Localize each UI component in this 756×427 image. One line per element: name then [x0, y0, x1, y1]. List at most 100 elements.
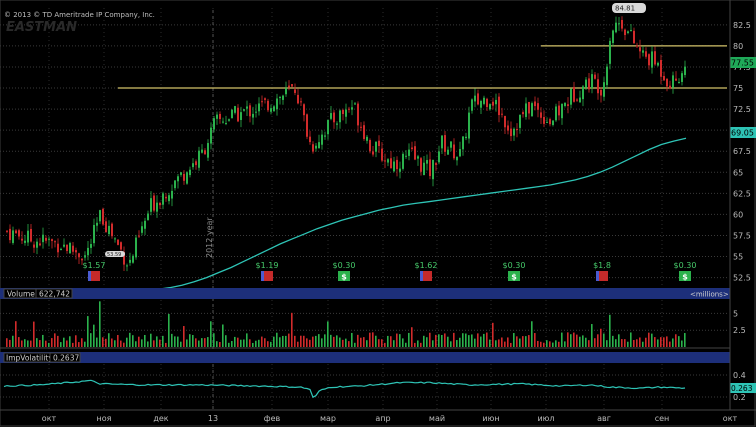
volume-bar [426, 337, 428, 347]
volume-bar [141, 339, 143, 347]
candle-body [465, 136, 467, 139]
candle-body [324, 135, 326, 137]
volume-bar [333, 336, 335, 347]
volume-bar [273, 336, 275, 347]
date-tick-label: фев [264, 414, 281, 423]
event-value-label: $1.57 [83, 261, 106, 270]
volume-bar [330, 334, 332, 347]
volume-bar [213, 333, 215, 347]
volume-bar [561, 332, 563, 347]
candle-body [420, 158, 422, 172]
volume-bar [132, 335, 134, 347]
candle-body [351, 107, 353, 110]
candle-body [429, 159, 431, 177]
candle-body [363, 125, 365, 140]
candle-body [453, 144, 455, 159]
volume-bar [594, 338, 596, 347]
candle-body [171, 190, 173, 199]
volume-bar [534, 333, 536, 347]
candle-body [177, 176, 179, 182]
volume-bar [618, 334, 620, 347]
candle-body [684, 66, 686, 75]
candle-body [612, 30, 614, 43]
year-marker-label: 2012 year [205, 217, 214, 258]
volume-bar [369, 332, 371, 347]
volume-bar [681, 340, 683, 347]
volume-bar [666, 336, 668, 347]
volume-bar [144, 334, 146, 347]
candle-body [426, 160, 428, 164]
candle-body [405, 155, 407, 157]
candle-body [375, 141, 377, 152]
candle-body [255, 111, 257, 113]
candle-body [267, 100, 269, 111]
candle-body [498, 96, 500, 116]
volume-bar [411, 327, 413, 347]
candle-body [186, 172, 188, 184]
volume-bar [570, 334, 572, 347]
candle-body [423, 162, 425, 176]
volume-bar [399, 334, 401, 347]
candle-body [342, 110, 344, 115]
candle-body [393, 161, 395, 172]
volume-bar [483, 333, 485, 347]
candle-body [12, 230, 14, 243]
candle-body [387, 159, 389, 163]
volume-bar [60, 342, 62, 347]
volume-bar [210, 321, 212, 347]
volume-bar [9, 339, 11, 347]
iv-tick-label: 0.2 [733, 393, 746, 402]
date-tick-label: дек [153, 414, 168, 423]
volume-bar [279, 337, 281, 347]
candle-body [528, 101, 530, 114]
volume-bar [477, 333, 479, 347]
candle-body [246, 106, 248, 109]
volume-bar [546, 340, 548, 347]
candle-body [384, 160, 386, 162]
svg-text:0.263: 0.263 [731, 384, 753, 393]
volume-unit: <millions> [690, 291, 729, 299]
candle-body [480, 100, 482, 108]
candle-body [126, 265, 128, 267]
earnings-marker-icon [88, 271, 100, 281]
candle-body [291, 84, 293, 87]
volume-bar [576, 334, 578, 347]
candle-body [162, 193, 164, 205]
volume-bar [225, 335, 227, 347]
candle-body [114, 238, 116, 240]
candles [6, 16, 686, 272]
candle-body [78, 253, 80, 258]
iv-grid [0, 374, 728, 398]
event-value-label: $1.19 [256, 261, 279, 270]
volume-bar [147, 341, 149, 347]
earnings-marker-icon [596, 271, 608, 281]
volume-bar [228, 342, 230, 347]
volume-bar [639, 337, 641, 347]
volume-bar [405, 342, 407, 347]
candle-body [321, 134, 323, 145]
candle-body [357, 103, 359, 126]
candle-body [606, 66, 608, 86]
date-tick-label: окт [723, 414, 738, 423]
candle-body [378, 140, 380, 147]
volume-bar [342, 339, 344, 347]
candle-body [180, 172, 182, 175]
event-value-label: $0.30 [333, 261, 356, 270]
volume-bar [108, 333, 110, 347]
volume-bar [231, 341, 233, 347]
volume-bar [21, 340, 23, 347]
candle-body [504, 116, 506, 128]
volume-bar [306, 338, 308, 347]
candle-body [135, 237, 137, 258]
candle-body [108, 225, 110, 235]
volume-bar [162, 335, 164, 347]
price-tick-label: 62.5 [733, 189, 751, 198]
candle-body [132, 255, 134, 263]
volume-bar [87, 316, 89, 347]
volume-bar [582, 335, 584, 347]
candle-body [300, 101, 302, 103]
candle-body [573, 86, 575, 102]
earnings-marker-icon [261, 271, 273, 281]
candle-body [6, 230, 8, 232]
price-tick-label: 80 [733, 42, 743, 51]
